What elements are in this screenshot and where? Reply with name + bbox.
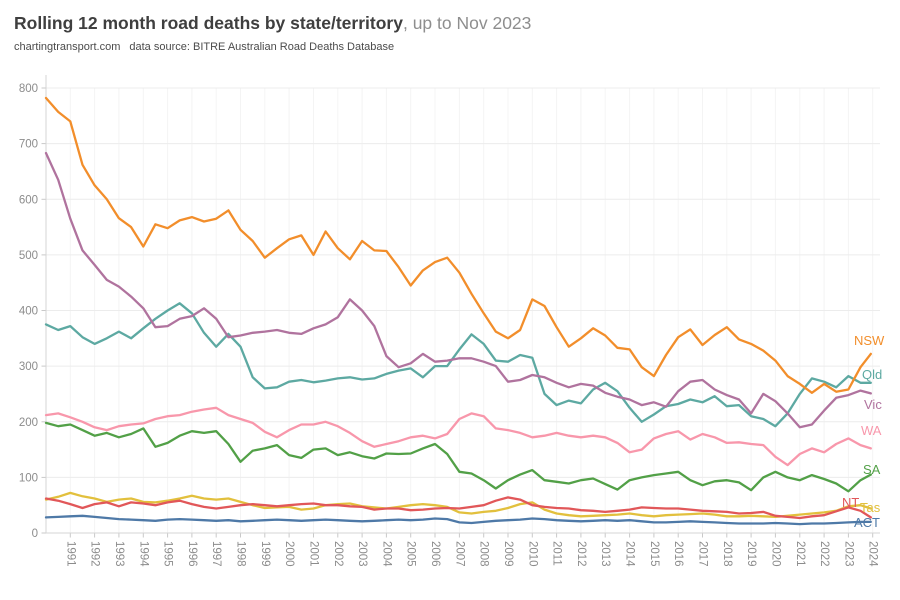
series-label-wa: WA bbox=[861, 423, 882, 438]
y-tick-label: 500 bbox=[19, 250, 38, 262]
x-tick-label: 2013 bbox=[599, 541, 611, 567]
x-tick-label: 2017 bbox=[696, 541, 708, 567]
y-tick-label: 400 bbox=[19, 306, 38, 318]
series-label-nsw: NSW bbox=[854, 333, 885, 348]
x-tick-label: 2010 bbox=[526, 541, 538, 567]
x-tick-label: 2022 bbox=[818, 541, 830, 567]
chart-subtitle: chartingtransport.com data source: BITRE … bbox=[14, 41, 884, 53]
series-label-sa: SA bbox=[863, 462, 881, 477]
series-label-vic: Vic bbox=[864, 397, 882, 412]
series-line-wa[interactable] bbox=[44, 406, 872, 467]
series-line-nt[interactable] bbox=[44, 496, 872, 520]
x-tick-label: 1992 bbox=[89, 541, 101, 567]
x-tick-label: 2015 bbox=[648, 541, 660, 567]
x-tick-label: 2001 bbox=[307, 541, 319, 567]
page-title: Rolling 12 month road deaths by state/te… bbox=[14, 12, 884, 35]
series-line-act[interactable] bbox=[44, 514, 872, 526]
x-tick-label: 2021 bbox=[794, 541, 806, 567]
x-tick-label: 2003 bbox=[356, 541, 368, 567]
series-line-sa[interactable] bbox=[44, 421, 872, 493]
title-main: Rolling 12 month road deaths by state/te… bbox=[14, 13, 403, 33]
x-tick-label: 2008 bbox=[478, 541, 490, 567]
x-tick-label: 1996 bbox=[186, 541, 198, 567]
x-tick-label: 1999 bbox=[259, 541, 271, 567]
x-tick-label: 1995 bbox=[162, 541, 174, 567]
y-tick-label: 200 bbox=[19, 417, 38, 429]
x-tick-label: 2014 bbox=[624, 541, 636, 567]
x-tick-label: 2002 bbox=[332, 541, 344, 567]
title-suffix: , up to Nov 2023 bbox=[402, 13, 532, 33]
x-tick-label: 2004 bbox=[380, 541, 392, 567]
y-tick-label: 600 bbox=[19, 194, 38, 206]
series-line-vic[interactable] bbox=[44, 151, 872, 429]
y-tick-label: 0 bbox=[32, 528, 38, 540]
x-tick-label: 1993 bbox=[113, 541, 125, 567]
x-tick-label: 2016 bbox=[672, 541, 684, 567]
series-line-nsw[interactable] bbox=[44, 96, 872, 394]
x-tick-label: 1998 bbox=[234, 541, 246, 567]
subtitle-source: data source: BITRE Australian Road Death… bbox=[129, 40, 395, 53]
x-tick-label: 1991 bbox=[64, 541, 76, 567]
y-tick-label: 800 bbox=[19, 83, 38, 95]
x-tick-label: 2020 bbox=[769, 541, 781, 567]
subtitle-site: chartingtransport.com bbox=[14, 40, 121, 53]
y-tick-label: 700 bbox=[19, 139, 38, 151]
series-label-act: ACT bbox=[854, 515, 880, 530]
x-tick-label: 2009 bbox=[502, 541, 514, 567]
y-tick-label: 300 bbox=[19, 361, 38, 373]
x-tick-label: 2005 bbox=[405, 541, 417, 567]
series-line-qld[interactable] bbox=[44, 302, 872, 428]
x-tick-label: 2000 bbox=[283, 541, 295, 567]
x-tick-label: 1997 bbox=[210, 541, 222, 567]
series-line-tas[interactable] bbox=[44, 491, 872, 519]
series-label-nt: NT bbox=[842, 495, 859, 510]
x-tick-label: 2019 bbox=[745, 541, 757, 567]
x-tick-label: 2018 bbox=[721, 541, 733, 567]
y-tick-label: 100 bbox=[19, 472, 38, 484]
x-tick-label: 1994 bbox=[137, 541, 149, 567]
series-label-qld: Qld bbox=[862, 367, 882, 382]
chart-header: Rolling 12 month road deaths by state/te… bbox=[14, 12, 884, 53]
x-tick-label: 2011 bbox=[551, 541, 563, 566]
series-label-tas: Tas bbox=[860, 500, 881, 515]
x-tick-label: 2024 bbox=[867, 541, 879, 567]
x-tick-label: 2007 bbox=[453, 541, 465, 567]
x-tick-label: 2023 bbox=[842, 541, 854, 567]
x-tick-label: 2012 bbox=[575, 541, 587, 567]
x-tick-label: 2006 bbox=[429, 541, 441, 567]
